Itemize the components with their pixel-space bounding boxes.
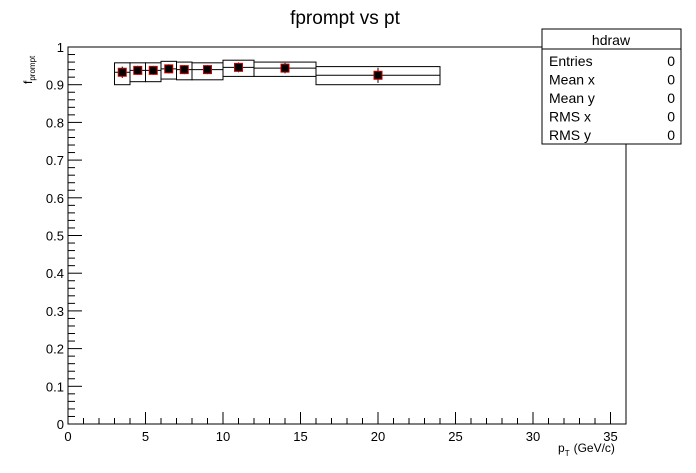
y-axis-label: fprompt: [21, 55, 37, 84]
y-axis-label-main: f: [21, 80, 35, 84]
x-tick-label: 0: [64, 429, 71, 444]
x-axis-label: pT (GeV/c): [558, 441, 615, 458]
x-tick-label: 15: [293, 429, 307, 444]
x-tick-label: 35: [603, 429, 617, 444]
x-tick-label: 30: [526, 429, 540, 444]
x-axis-label-sub: T: [565, 449, 570, 458]
y-tick-label: 0.8: [46, 115, 64, 130]
x-axis-label-main: p: [558, 441, 565, 455]
y-tick-label: 0.2: [46, 342, 64, 357]
stats-row-value: 0: [667, 72, 675, 88]
y-tick-label: 0.9: [46, 78, 64, 93]
data-marker: [117, 67, 127, 77]
data-marker: [179, 65, 189, 75]
y-tick-label: 0.1: [46, 379, 64, 394]
y-tick-label: 0.5: [46, 229, 64, 244]
y-tick-label: 1: [57, 40, 64, 55]
stats-row-value: 0: [667, 127, 675, 143]
y-axis-label-sub: prompt: [28, 55, 37, 81]
data-point: [315, 66, 441, 86]
y-tick-label: 0.7: [46, 153, 64, 168]
data-marker: [133, 65, 143, 75]
x-axis-label-unit: (GeV/c): [574, 441, 615, 455]
stats-row-label: Entries: [549, 53, 593, 69]
y-tick-label: 0.3: [46, 304, 64, 319]
data-point: [222, 59, 255, 77]
chart-title: fprompt vs pt: [290, 8, 401, 29]
y-tick-label: 0.6: [46, 191, 64, 206]
stats-row-label: Mean x: [549, 72, 595, 88]
data-marker: [148, 65, 158, 75]
data-points: [114, 59, 441, 86]
x-tick-label: 10: [216, 429, 230, 444]
data-marker: [203, 65, 212, 75]
stats-row-value: 0: [667, 53, 675, 69]
stats-row-value: 0: [667, 109, 675, 125]
stats-box: hdraw Entries 0 Mean x 0 Mean y 0 RMS x 0 RMS y 0: [541, 28, 682, 145]
x-tick-label: 5: [142, 429, 149, 444]
stats-row-label: Mean y: [549, 90, 595, 106]
data-marker: [280, 63, 290, 73]
stats-row-label: RMS x: [549, 109, 591, 125]
x-tick-label: 25: [448, 429, 462, 444]
stats-box-frame: [541, 28, 682, 145]
stats-row-value: 0: [667, 90, 675, 106]
y-tick-label: 0: [57, 417, 64, 432]
y-tick-label: 0.4: [46, 266, 64, 281]
data-marker: [164, 64, 174, 74]
data-marker: [234, 62, 243, 72]
axes: 0 5 10 15 20 25 30 35 0 0.1 0.2 0.3 0.4 0.5 0.6 0.7 0.8 0…: [46, 40, 627, 444]
stats-box-title: hdraw: [592, 32, 631, 48]
x-tick-label: 20: [371, 429, 385, 444]
stats-box-rows: Entries 0 Mean x 0 Mean y 0 RMS x 0 RMS y 0: [549, 53, 675, 143]
stats-row-label: RMS y: [549, 127, 591, 143]
data-marker: [373, 70, 383, 80]
